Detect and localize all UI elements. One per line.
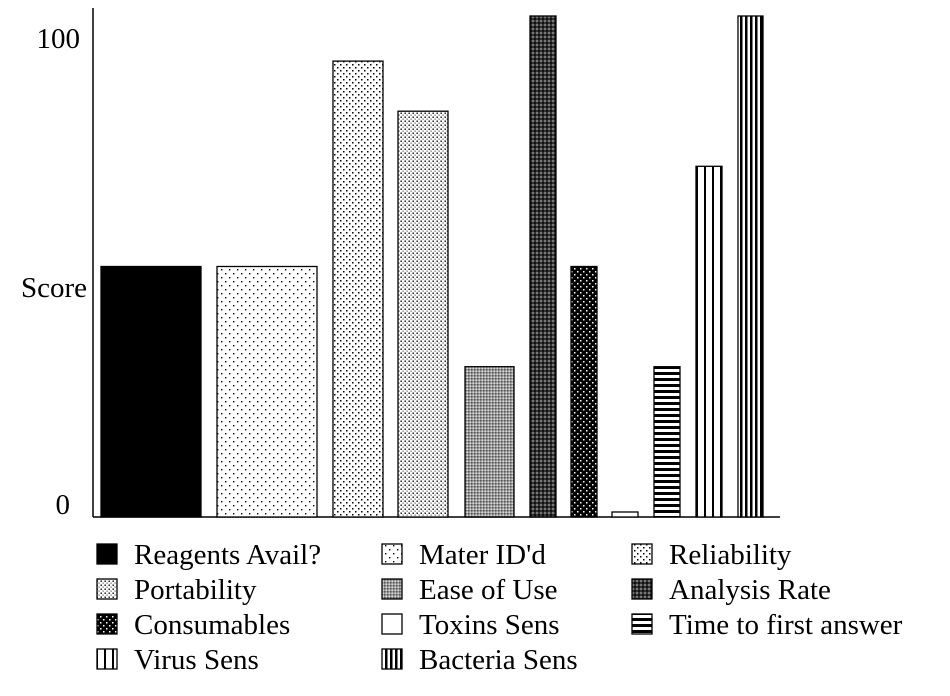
bar-reagents-avail <box>100 265 202 518</box>
bar-virus-sens <box>695 165 723 518</box>
legend-label-analysis-rate: Analysis Rate <box>669 574 831 606</box>
legend-label-reagents-avail: Reagents Avail? <box>134 539 321 571</box>
y-tick-label-zero: 0 <box>56 489 71 521</box>
legend: Reagents Avail? Mater ID'd Reliability Port… <box>96 539 903 676</box>
legend-item-bacteria-sens: Bacteria Sens <box>381 644 578 676</box>
legend-swatch-mater-id-d <box>381 543 403 565</box>
bar-analysis-rate <box>529 15 557 518</box>
legend-label-mater-id-d: Mater ID'd <box>419 539 546 571</box>
bar-bacteria-sens <box>737 15 764 518</box>
legend-swatch-virus-sens <box>96 648 118 670</box>
legend-label-time-to-first-answer: Time to first answer <box>669 609 903 641</box>
legend-item-time-to-first-answer: Time to first answer <box>631 609 903 641</box>
legend-item-mater-id-d: Mater ID'd <box>381 539 546 571</box>
legend-item-ease-of-use: Ease of Use <box>381 574 558 606</box>
bar-reliability <box>332 60 384 518</box>
legend-label-ease-of-use: Ease of Use <box>419 574 558 606</box>
legend-swatch-ease-of-use <box>381 578 403 600</box>
legend-item-virus-sens: Virus Sens <box>96 644 259 676</box>
legend-item-reagents-avail: Reagents Avail? <box>96 539 321 571</box>
legend-item-toxins-sens: Toxins Sens <box>381 609 560 641</box>
bar-toxins-sens <box>611 511 639 518</box>
legend-label-consumables: Consumables <box>134 609 290 641</box>
bar-portability <box>397 110 449 518</box>
legend-label-virus-sens: Virus Sens <box>134 644 259 676</box>
bar-consumables <box>570 265 598 518</box>
bars-group <box>100 15 764 518</box>
legend-swatch-reliability <box>631 543 653 565</box>
legend-item-analysis-rate: Analysis Rate <box>631 574 831 606</box>
legend-swatch-analysis-rate <box>631 578 653 600</box>
legend-swatch-reagents-avail <box>96 543 118 565</box>
legend-item-reliability: Reliability <box>631 539 792 571</box>
legend-label-bacteria-sens: Bacteria Sens <box>419 644 578 676</box>
y-axis-label: Score <box>21 272 87 304</box>
bar-time-to-first-answer <box>653 366 681 518</box>
legend-label-portability: Portability <box>134 574 257 606</box>
y-tick-label-max: 100 <box>37 23 81 55</box>
bar-mater-id-d <box>216 265 318 518</box>
legend-swatch-consumables <box>96 613 118 635</box>
legend-label-toxins-sens: Toxins Sens <box>419 609 560 641</box>
legend-swatch-portability <box>96 578 118 600</box>
bar-ease-of-use <box>464 366 515 518</box>
legend-swatch-bacteria-sens <box>381 648 403 670</box>
legend-swatch-toxins-sens <box>381 613 403 635</box>
legend-label-reliability: Reliability <box>669 539 792 571</box>
legend-item-consumables: Consumables <box>96 609 290 641</box>
legend-swatch-time-to-first-answer <box>631 613 653 635</box>
legend-item-portability: Portability <box>96 574 257 606</box>
